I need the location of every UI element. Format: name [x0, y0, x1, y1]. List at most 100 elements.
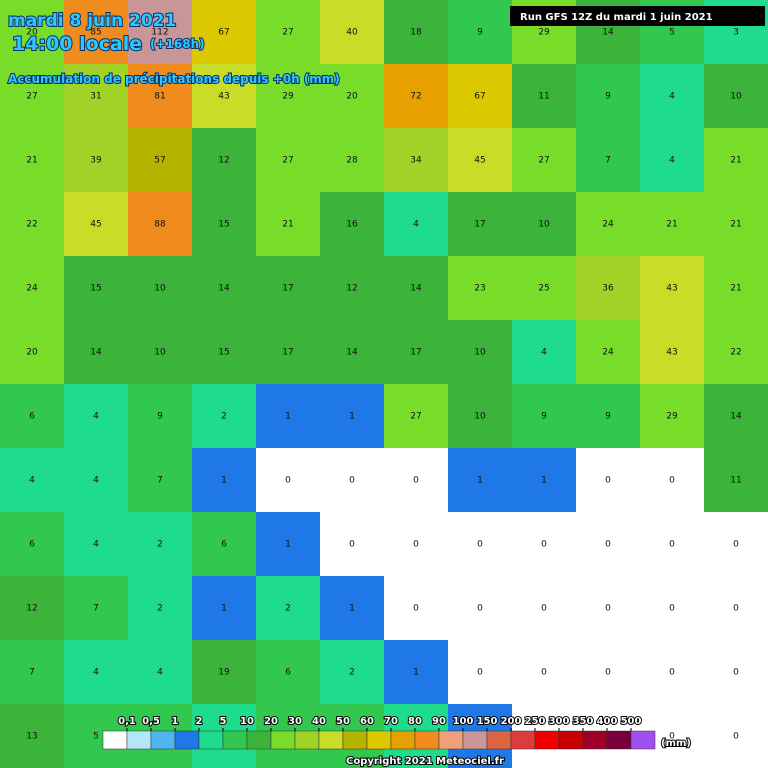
precip-value: 0: [669, 476, 675, 486]
legend-swatch: [414, 730, 440, 750]
precip-cell: [640, 576, 704, 640]
precip-value: 24: [602, 348, 614, 358]
precip-cell: [256, 320, 320, 384]
legend-swatch: [342, 730, 368, 750]
precip-cell: [64, 512, 128, 576]
precip-value: 4: [29, 476, 35, 486]
date: mardi 8 juin 2021: [8, 11, 176, 31]
precip-value: 9: [477, 28, 483, 38]
precip-value: 20: [346, 92, 358, 102]
precip-value: 0: [605, 540, 611, 550]
precip-cell: [640, 320, 704, 384]
precip-value: 11: [538, 92, 549, 102]
legend-swatch: [174, 730, 200, 750]
legend-swatch: [294, 730, 320, 750]
precip-value: 25: [538, 284, 549, 294]
precip-value: 39: [90, 156, 102, 166]
legend-label: 350: [573, 716, 594, 727]
precip-cell: [448, 256, 512, 320]
precip-value: 43: [218, 92, 229, 102]
precip-cell: [320, 128, 384, 192]
precip-value: 4: [93, 668, 99, 678]
precip-value: 27: [282, 156, 293, 166]
time: 14:00 locale: [12, 33, 142, 55]
precip-value: 0: [413, 540, 419, 550]
precip-value: 31: [90, 92, 101, 102]
precip-value: 34: [410, 156, 422, 166]
legend-label: 30: [288, 716, 302, 727]
legend-swatch: [222, 730, 248, 750]
precip-cell: [128, 576, 192, 640]
legend-swatch: [462, 730, 488, 750]
precip-cell: [576, 64, 640, 128]
precip-cell: [192, 256, 256, 320]
lead-time: (+168h): [150, 37, 205, 51]
precip-cell: [640, 640, 704, 704]
precip-value: 43: [666, 284, 677, 294]
precip-value: 2: [157, 604, 163, 614]
precip-value: 21: [730, 156, 741, 166]
precip-cell: [256, 64, 320, 128]
precip-cell: [128, 64, 192, 128]
precip-value: 19: [218, 668, 230, 678]
precip-value: 72: [410, 92, 421, 102]
precip-value: 0: [349, 476, 355, 486]
precip-value: 14: [730, 412, 742, 422]
run-info: Run GFS 12Z du mardi 1 juin 2021: [520, 12, 713, 23]
precip-cell: [576, 448, 640, 512]
precip-value: 0: [285, 476, 291, 486]
precip-cell: [512, 576, 576, 640]
precip-cell: [128, 192, 192, 256]
precip-value: 6: [285, 668, 291, 678]
precip-value: 0: [541, 668, 547, 678]
precip-value: 0: [541, 604, 547, 614]
precip-value: 27: [538, 156, 549, 166]
precip-value: 28: [346, 156, 358, 166]
precip-cell: [320, 448, 384, 512]
precip-cell: [576, 384, 640, 448]
precip-value: 23: [474, 284, 485, 294]
legend-label: 40: [312, 716, 326, 727]
precip-value: 9: [157, 412, 163, 422]
precip-value: 0: [605, 604, 611, 614]
precip-value: 1: [477, 476, 483, 486]
precip-cell: [0, 192, 64, 256]
precip-cell: [576, 320, 640, 384]
precip-value: 0: [669, 540, 675, 550]
precip-cell: [128, 640, 192, 704]
legend-swatch: [318, 730, 344, 750]
precip-value: 0: [477, 540, 483, 550]
precip-cell: [192, 0, 256, 64]
legend-swatch: [126, 730, 152, 750]
precip-value: 10: [474, 412, 486, 422]
legend-unit: (mm): [661, 738, 691, 749]
precip-value: 29: [538, 28, 550, 38]
precip-cell: [256, 576, 320, 640]
precip-cell: [192, 448, 256, 512]
copyright: Copyright 2021 Meteociel.fr: [346, 756, 504, 767]
precip-value: 0: [605, 668, 611, 678]
precip-value: 4: [541, 348, 547, 358]
legend-label: 10: [240, 716, 254, 727]
legend-swatch: [102, 730, 128, 750]
precip-value: 1: [221, 476, 227, 486]
precip-value: 20: [26, 28, 38, 38]
legend-label: 0,1: [118, 716, 136, 727]
precip-value: 21: [730, 284, 741, 294]
precip-value: 67: [218, 28, 229, 38]
precip-cell: [448, 320, 512, 384]
precip-cell: [448, 384, 512, 448]
precip-cell: [576, 256, 640, 320]
precip-cell: [192, 64, 256, 128]
precip-value: 7: [93, 604, 99, 614]
precip-cell: [0, 576, 64, 640]
precip-cell: [512, 512, 576, 576]
precip-cell: [0, 320, 64, 384]
subtitle: Accumulation de précipitations depuis +0…: [8, 72, 340, 86]
precip-value: 0: [733, 604, 739, 614]
precip-value: 6: [29, 412, 35, 422]
precip-cell: [64, 128, 128, 192]
precip-value: 29: [666, 412, 678, 422]
precip-value: 0: [669, 668, 675, 678]
